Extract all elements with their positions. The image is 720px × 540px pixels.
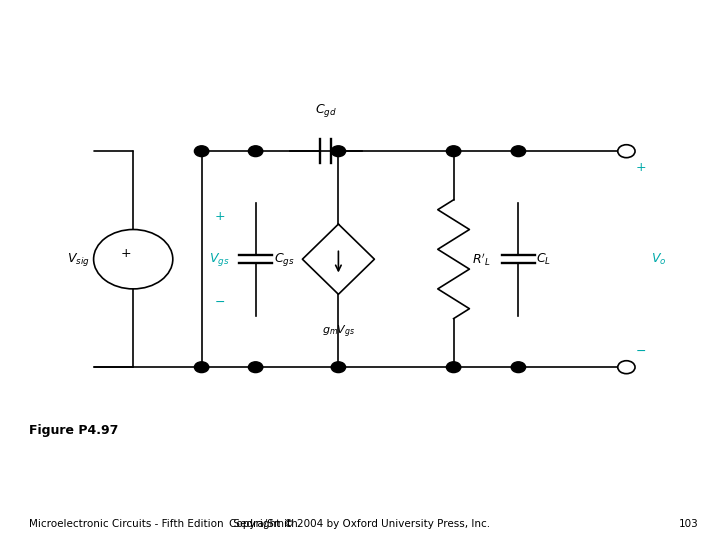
Circle shape bbox=[618, 145, 635, 158]
Text: $V_o$: $V_o$ bbox=[651, 252, 667, 267]
Circle shape bbox=[248, 146, 263, 157]
Circle shape bbox=[331, 146, 346, 157]
Circle shape bbox=[248, 362, 263, 373]
Text: −: − bbox=[215, 296, 225, 309]
Text: 103: 103 bbox=[679, 519, 698, 529]
Text: −: − bbox=[636, 345, 646, 357]
Circle shape bbox=[446, 146, 461, 157]
Text: Copyright © 2004 by Oxford University Press, Inc.: Copyright © 2004 by Oxford University Pr… bbox=[230, 519, 490, 529]
Text: Microelectronic Circuits - Fifth Edition   Sedra/Smith: Microelectronic Circuits - Fifth Edition… bbox=[29, 519, 297, 529]
Circle shape bbox=[618, 361, 635, 374]
Text: +: + bbox=[215, 210, 225, 222]
Text: Figure P4.97: Figure P4.97 bbox=[29, 424, 118, 437]
Circle shape bbox=[446, 362, 461, 373]
Circle shape bbox=[331, 362, 346, 373]
Circle shape bbox=[194, 362, 209, 373]
Circle shape bbox=[194, 146, 209, 157]
Circle shape bbox=[511, 362, 526, 373]
Text: $R'_L$: $R'_L$ bbox=[472, 251, 490, 267]
Text: $V_{sig}$: $V_{sig}$ bbox=[67, 251, 90, 268]
Text: $g_m V_{gs}$: $g_m V_{gs}$ bbox=[322, 324, 355, 340]
Text: $C_{gs}$: $C_{gs}$ bbox=[274, 251, 294, 268]
Text: +: + bbox=[121, 247, 131, 260]
Circle shape bbox=[511, 146, 526, 157]
Text: $C_{gd}$: $C_{gd}$ bbox=[315, 102, 337, 119]
Text: +: + bbox=[636, 161, 646, 174]
Text: $C_L$: $C_L$ bbox=[536, 252, 552, 267]
Text: $V_{gs}$: $V_{gs}$ bbox=[210, 251, 230, 268]
